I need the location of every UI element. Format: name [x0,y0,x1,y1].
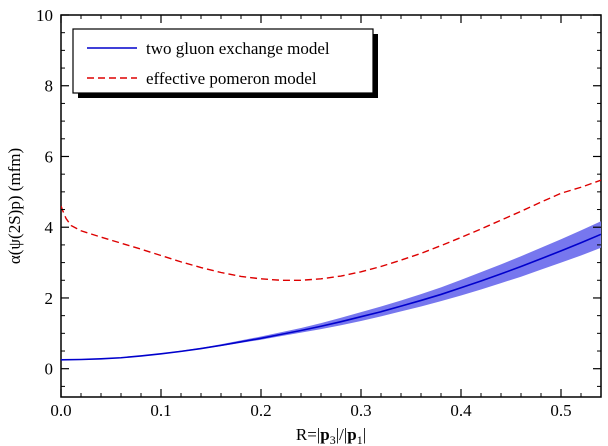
x-axis-title: R=|p3|/|p1| [296,425,366,446]
x-tick-label: 0.3 [350,401,371,420]
y-tick-label: 6 [45,147,54,166]
legend-box [72,28,374,94]
legend: two gluon exchange model effective pomer… [72,28,378,98]
x-tick-label: 0.2 [250,401,271,420]
legend-label-pomeron: effective pomeron model [146,69,317,88]
y-tick-label: 8 [45,77,54,96]
y-axis-title: α(ψ(2S)p) (mfm) [5,148,24,264]
x-tick-label: 0.4 [450,401,472,420]
y-tick-label: 2 [45,289,54,308]
y-tick-label: 10 [36,6,53,25]
y-tick-label: 0 [45,360,54,379]
x-tick-label: 0.5 [550,401,571,420]
x-tick-label: 0.0 [50,401,71,420]
series-line-two-gluon [61,233,601,361]
legend-label-two-gluon: two gluon exchange model [146,39,330,58]
x-tick-label: 0.1 [150,401,171,420]
y-tick-label: 4 [45,218,54,237]
